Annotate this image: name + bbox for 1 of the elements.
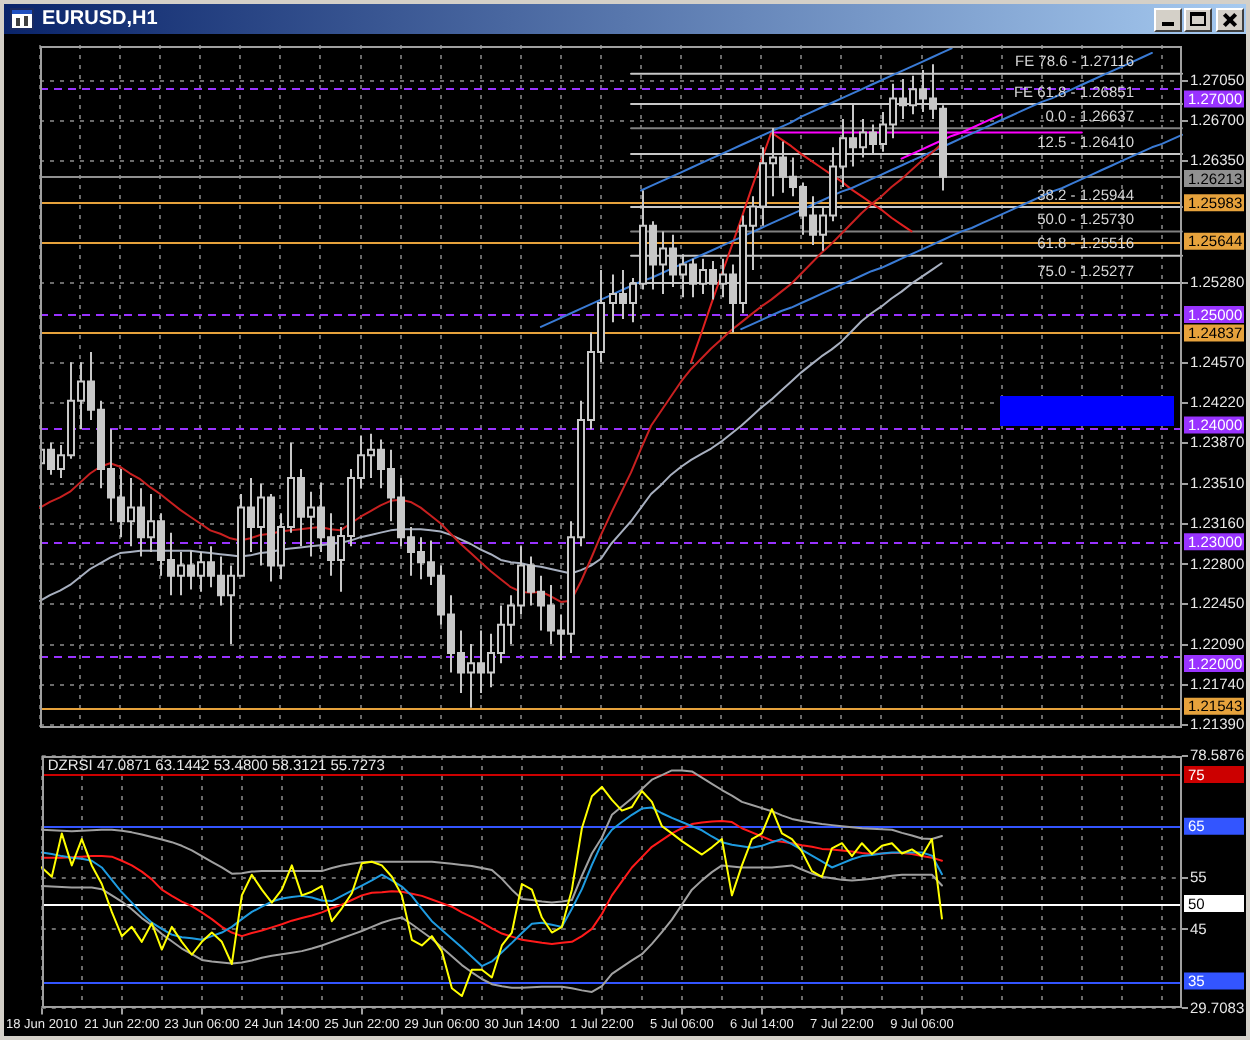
chart-title: EURUSD,H1 [42, 6, 158, 32]
